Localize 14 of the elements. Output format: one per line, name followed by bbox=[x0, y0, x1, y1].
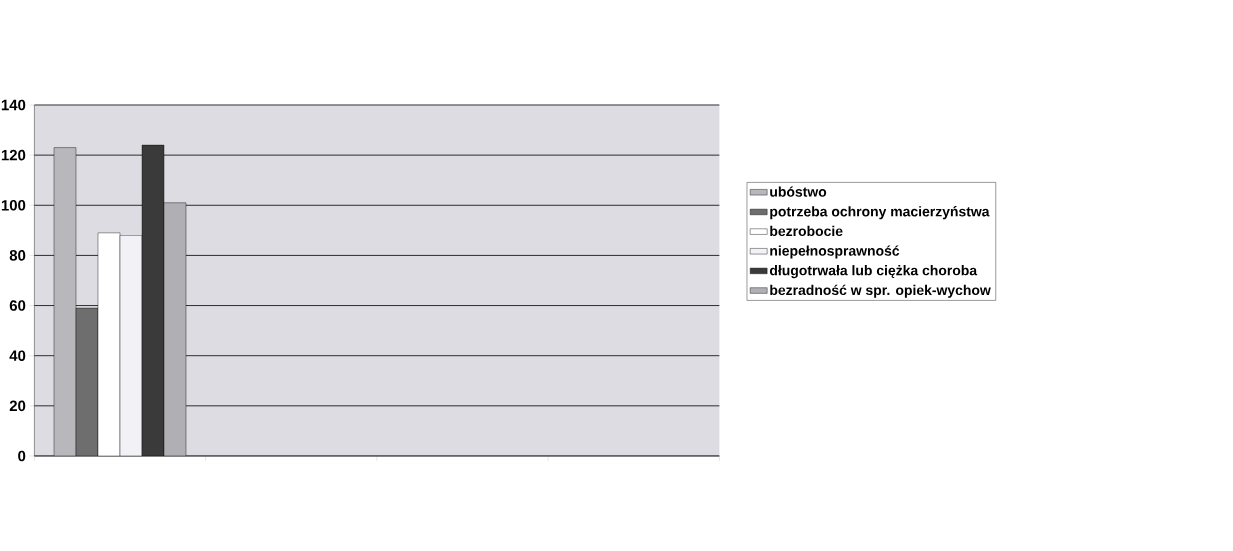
legend-label: długotrwała lub ciężka choroba bbox=[769, 265, 978, 279]
y-tick-label: 20 bbox=[9, 400, 26, 412]
y-tick-label: 0 bbox=[18, 450, 26, 462]
y-tick-label: 100 bbox=[1, 199, 26, 211]
y-tick-label: 140 bbox=[1, 99, 26, 111]
y-tick-label: 80 bbox=[9, 250, 26, 261]
legend-label: potrzeba ochrony macierzyństwa bbox=[770, 206, 990, 220]
legend-label: niepełnosprawność bbox=[770, 245, 900, 259]
legend-label: ubóstwo bbox=[770, 186, 827, 197]
y-tick-label: 60 bbox=[9, 300, 26, 311]
y-tick-label: 40 bbox=[9, 350, 26, 361]
legend-label: bezradność w spr. opiek-wychow bbox=[770, 284, 991, 298]
y-tick-label: 120 bbox=[1, 149, 26, 161]
legend-label: bezrobocie bbox=[770, 225, 843, 237]
